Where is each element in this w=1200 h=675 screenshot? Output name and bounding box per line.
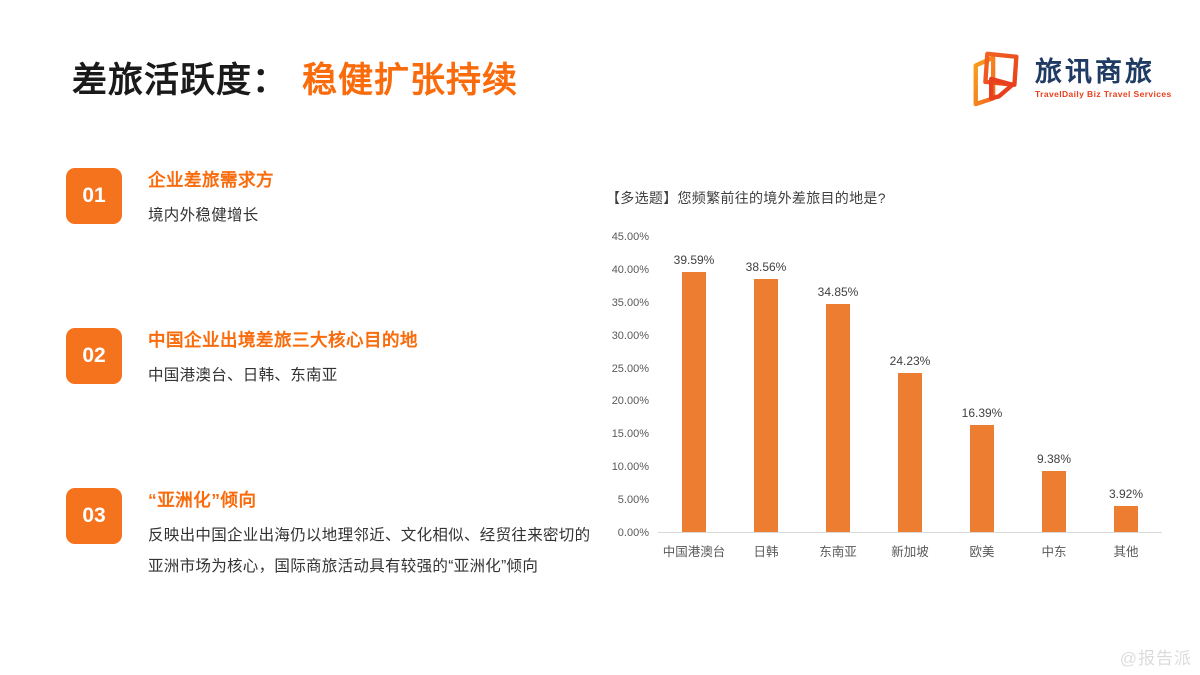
chart-title: 【多选题】您频繁前往的境外差旅目的地是? bbox=[606, 190, 886, 206]
point-content-1: 企业差旅需求方 境内外稳健增长 bbox=[148, 168, 606, 231]
point-badge-3: 03 bbox=[66, 488, 122, 544]
y-tick-label: 15.00% bbox=[611, 428, 649, 441]
logo: 旅讯商旅 TravelDaily Biz Travel Services bbox=[968, 48, 1172, 108]
x-axis-label: 其他 bbox=[1113, 545, 1139, 559]
x-axis-label: 中国港澳台 bbox=[662, 545, 726, 559]
page-title-highlight: 稳健扩张持续 bbox=[302, 61, 519, 100]
point-content-3: “亚洲化”倾向 反映出中国企业出海仍以地理邻近、文化相似、经贸往来密切的亚洲市场… bbox=[148, 488, 606, 582]
page-title-black: 差旅活跃度： bbox=[72, 61, 289, 100]
bar-group: 3.92% bbox=[1090, 237, 1162, 532]
x-axis-label: 日韩 bbox=[753, 545, 779, 559]
bar-value-label: 24.23% bbox=[889, 354, 931, 369]
y-tick-label: 0.00% bbox=[617, 527, 649, 539]
plot-area: 39.59% 38.56% 34.85% 24.23% 16.39% 9.38% 3.92% bbox=[658, 237, 1162, 533]
bar bbox=[970, 424, 994, 532]
logo-icon bbox=[968, 48, 1026, 108]
x-axis-label: 新加坡 bbox=[891, 545, 929, 559]
y-tick-label: 5.00% bbox=[617, 494, 649, 507]
bar-group: 38.56% bbox=[730, 237, 802, 532]
point-body-1: 境内外稳健增长 bbox=[148, 207, 259, 224]
x-axis-label: 欧美 bbox=[969, 545, 995, 559]
point-item-3: 03 “亚洲化”倾向 反映出中国企业出海仍以地理邻近、文化相似、经贸往来密切的亚… bbox=[66, 488, 606, 582]
bar-value-label: 16.39% bbox=[961, 405, 1003, 420]
point-heading-1: 企业差旅需求方 bbox=[148, 170, 274, 190]
bar-value-label: 3.92% bbox=[1108, 487, 1144, 502]
bar-group: 16.39% bbox=[946, 237, 1018, 532]
bar-value-label: 9.38% bbox=[1036, 451, 1072, 466]
page-title: 差旅活跃度： 稳健扩张持续 bbox=[72, 52, 518, 103]
y-tick-label: 35.00% bbox=[611, 296, 649, 309]
bar bbox=[682, 272, 706, 532]
point-heading-3: “亚洲化”倾向 bbox=[148, 490, 257, 510]
bar-group: 39.59% bbox=[658, 237, 730, 532]
y-axis: 45.00% 40.00% 35.00% 30.00% 25.00% 20.00% 15.0… bbox=[606, 231, 658, 539]
y-tick-label: 20.00% bbox=[611, 395, 649, 408]
y-tick-label: 30.00% bbox=[611, 329, 649, 342]
bar bbox=[826, 303, 850, 532]
x-axis-label: 中东 bbox=[1041, 545, 1067, 559]
point-heading-2: 中国企业出境差旅三大核心目的地 bbox=[148, 330, 418, 350]
chart-body: 45.00% 40.00% 35.00% 30.00% 25.00% 20.00% 15.0… bbox=[606, 231, 1162, 560]
point-body-2: 中国港澳台、日韩、东南亚 bbox=[148, 367, 338, 384]
y-tick-label: 45.00% bbox=[611, 231, 649, 243]
bar-group: 24.23% bbox=[874, 237, 946, 532]
point-content-2: 中国企业出境差旅三大核心目的地 中国港澳台、日韩、东南亚 bbox=[148, 328, 606, 391]
bar-group: 9.38% bbox=[1018, 237, 1090, 532]
logo-text: 旅讯商旅 TravelDaily Biz Travel Services bbox=[1035, 57, 1172, 99]
y-tick-label: 40.00% bbox=[611, 263, 649, 276]
bar bbox=[1114, 506, 1138, 532]
point-body-3: 反映出中国企业出海仍以地理邻近、文化相似、经贸往来密切的亚洲市场为核心，国际商旅… bbox=[148, 527, 591, 575]
point-badge-2: 02 bbox=[66, 328, 122, 384]
point-item-1: 01 企业差旅需求方 境内外稳健增长 bbox=[66, 168, 606, 231]
bar bbox=[1042, 470, 1066, 532]
x-axis-label: 东南亚 bbox=[819, 545, 857, 559]
bar-chart: 【多选题】您频繁前往的境外差旅目的地是? 45.00% 40.00% 35.00% 3… bbox=[606, 188, 1162, 560]
bar-value-label: 34.85% bbox=[817, 284, 859, 299]
point-item-2: 02 中国企业出境差旅三大核心目的地 中国港澳台、日韩、东南亚 bbox=[66, 328, 606, 391]
bar-value-label: 38.56% bbox=[745, 260, 787, 275]
watermark: @报告派 bbox=[1119, 649, 1192, 668]
x-axis: 中国港澳台 日韩 东南亚 新加坡 欧美 中东 其他 bbox=[658, 533, 1162, 560]
bar bbox=[898, 373, 922, 532]
y-tick-label: 10.00% bbox=[611, 461, 649, 474]
logo-tagline: TravelDaily Biz Travel Services bbox=[1035, 89, 1172, 99]
bar-value-label: 39.59% bbox=[673, 253, 715, 268]
bar-group: 34.85% bbox=[802, 237, 874, 532]
logo-name: 旅讯商旅 bbox=[1035, 57, 1155, 87]
bar bbox=[754, 279, 778, 532]
y-tick-label: 25.00% bbox=[611, 362, 649, 375]
point-badge-1: 01 bbox=[66, 168, 122, 224]
